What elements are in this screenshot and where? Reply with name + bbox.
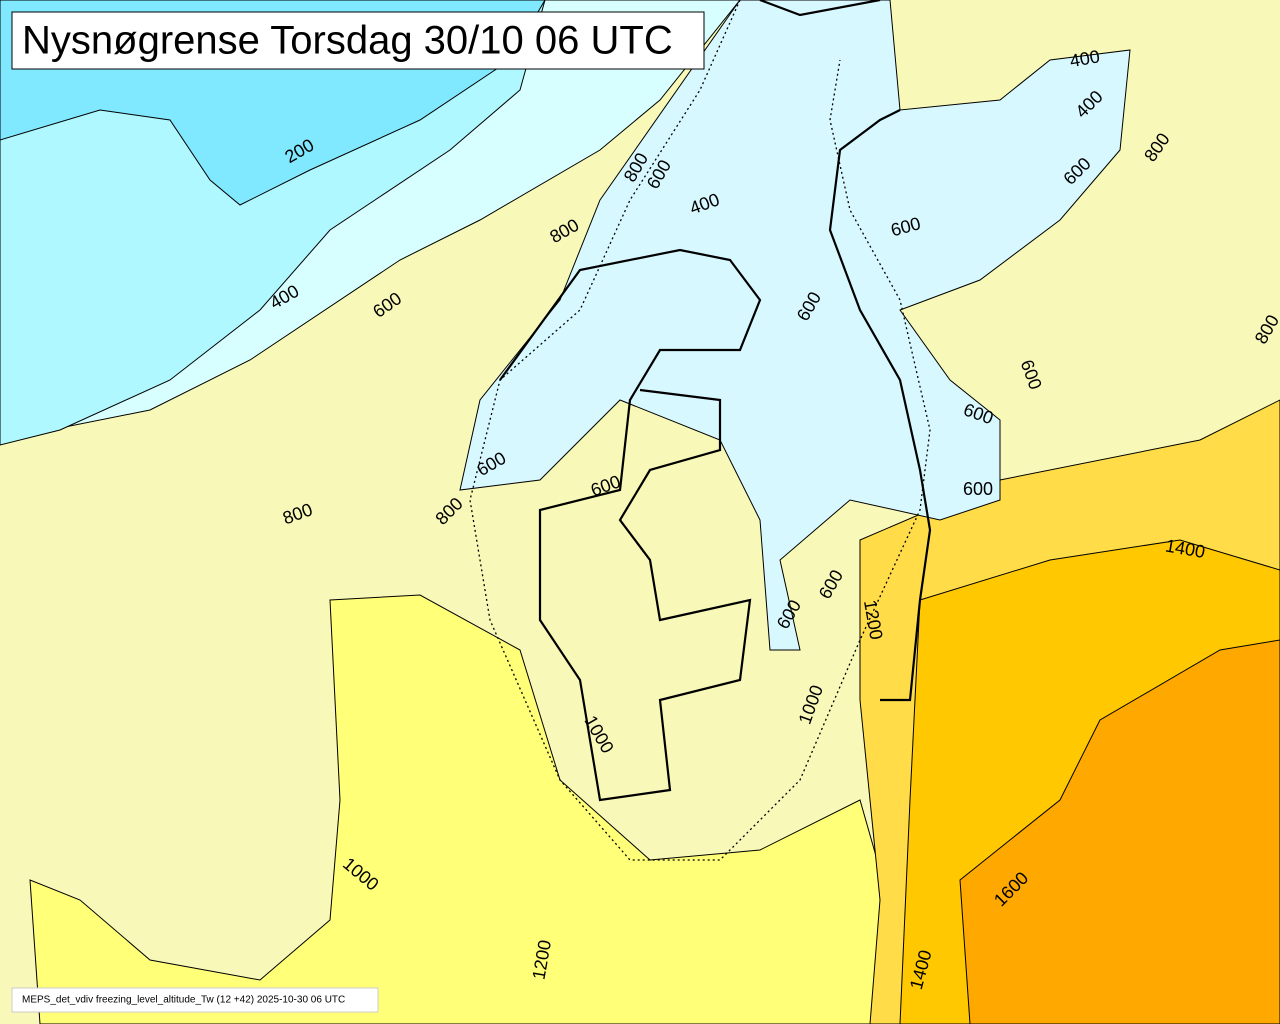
title: Nysnøgrense Torsdag 30/10 06 UTC xyxy=(22,19,673,63)
title-box xyxy=(11,11,705,70)
zone-1000-1200 xyxy=(29,594,881,1024)
contour-label: 600 xyxy=(963,479,993,499)
footer: MEPS_det_vdiv freezing_level_altitude_Tw… xyxy=(22,995,345,1006)
county-borders xyxy=(499,248,762,802)
national-border xyxy=(759,0,932,702)
zone-above-1600 xyxy=(959,639,1280,1024)
footer-box xyxy=(11,987,379,1013)
zone-mountains-below-600 xyxy=(459,0,1131,651)
